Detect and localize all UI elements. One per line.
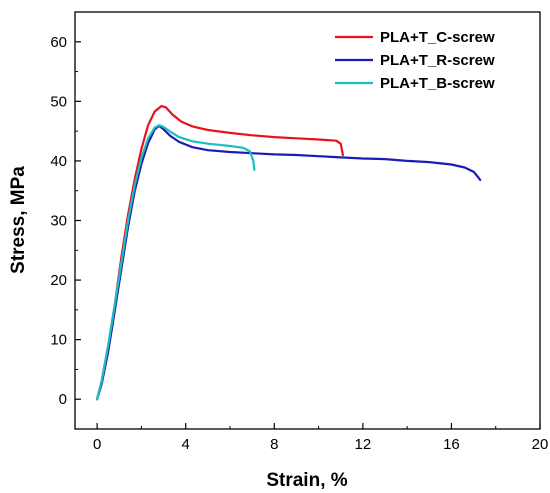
- y-tick-label: 0: [59, 391, 67, 408]
- series-line-1: [96, 105, 344, 401]
- x-tick-label: 16: [443, 436, 460, 453]
- legend-label-1: PLA+T_C-screw: [380, 29, 495, 46]
- y-tick-label: 40: [50, 153, 67, 170]
- y-axis-ticks: 0 10 20 30 40 50 60: [50, 34, 81, 408]
- series-lines: [96, 105, 482, 401]
- x-axis-ticks: 0 4 8 12 16 20: [93, 423, 548, 453]
- x-tick-label: 20: [532, 436, 549, 453]
- x-tick-label: 0: [93, 436, 101, 453]
- y-tick-label: 50: [50, 93, 67, 110]
- legend-label-3: PLA+T_B-screw: [380, 75, 495, 92]
- x-tick-label: 4: [182, 436, 190, 453]
- series-line-2: [96, 124, 482, 401]
- x-tick-label: 8: [270, 436, 278, 453]
- y-tick-label: 30: [50, 213, 67, 230]
- x-axis-title: Strain, %: [266, 470, 347, 491]
- y-tick-label: 20: [50, 272, 67, 289]
- y-tick-label: 60: [50, 34, 67, 51]
- x-tick-label: 12: [355, 436, 372, 453]
- y-axis-title: Stress, MPa: [8, 166, 29, 274]
- legend-label-2: PLA+T_R-screw: [380, 52, 495, 69]
- legend: PLA+T_C-screw PLA+T_R-screw PLA+T_B-screw: [335, 29, 495, 92]
- series-line-3: [96, 124, 256, 401]
- y-tick-label: 10: [50, 332, 67, 349]
